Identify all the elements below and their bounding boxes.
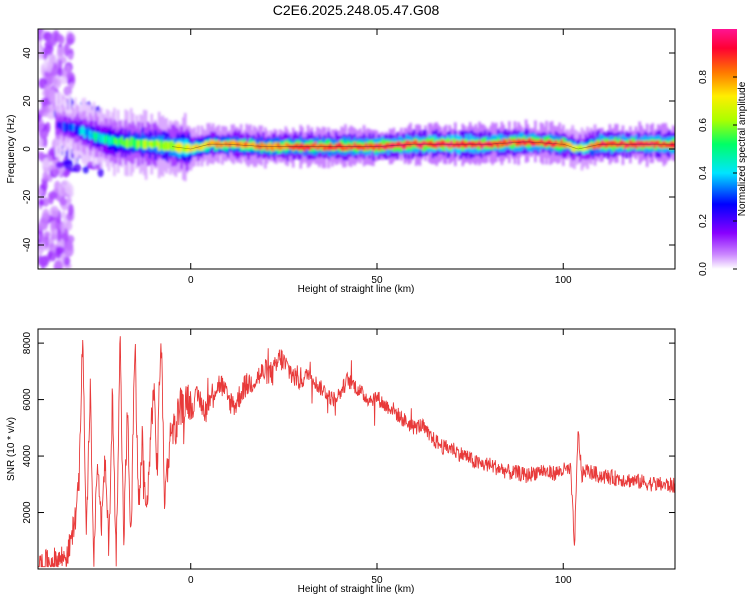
snr-y-tick-label: 4000: [22, 444, 33, 467]
spectrogram-y-axis: -40 -20 0 20 40: [22, 47, 675, 252]
colorbar-tick-label: 0.6: [698, 118, 709, 132]
snr-y-tick-label: 8000: [22, 332, 33, 355]
colorbar-tick-label: 0.0: [698, 262, 709, 276]
snr-series-line: [38, 336, 675, 568]
snr-x-axis: 0 50 100: [188, 329, 572, 586]
snr-x-tick-label: 0: [188, 575, 194, 586]
snr-line-layer: [38, 336, 675, 568]
colorbar-tick-label: 0.4: [698, 166, 709, 180]
colorbar-ticks: 0.0 0.2 0.4 0.6 0.8: [698, 70, 737, 276]
spectrogram-y-tick-label: 20: [22, 95, 33, 107]
snr-x-label: Height of straight line (km): [298, 584, 415, 595]
snr-plot-area: [38, 329, 675, 569]
figure-title: C2E6.2025.248.05.47.G08: [273, 2, 440, 18]
snr-y-tick-label: 6000: [22, 388, 33, 411]
colorbar-tick-label: 0.2: [698, 214, 709, 228]
spectrogram-y-tick-label: 40: [22, 47, 33, 59]
spectrogram-x-axis: 0 50 100: [188, 29, 572, 286]
snr-y-label: SNR (10 * v/v): [6, 417, 17, 481]
colorbar: 0.0 0.2 0.4 0.6 0.8 Normalized spectral ampl…: [698, 29, 748, 276]
spectrogram-x-tick-label: 0: [188, 275, 194, 286]
snr-x-tick-label: 100: [555, 575, 572, 586]
spectrogram-y-tick-label: -20: [22, 189, 33, 204]
colorbar-tick-label: 0.8: [698, 70, 709, 84]
snr-x-tick-label: 50: [371, 575, 383, 586]
spectrogram-panel: 0 50 100 -40 -20 0 20 40 Height of straight li…: [6, 28, 676, 295]
spectrogram-heat-layer: [38, 29, 675, 269]
spectrogram-y-tick-label: -40: [22, 237, 33, 252]
colorbar-gradient: [712, 29, 737, 269]
snr-y-tick-label: 2000: [22, 501, 33, 524]
colorbar-label: Normalized spectral amplitude: [737, 81, 748, 216]
spectrogram-y-label: Frequency (Hz): [6, 115, 17, 184]
snr-y-axis: 2000 4000 6000 8000: [22, 332, 675, 524]
snr-frame: [37, 328, 676, 570]
spectrogram-x-tick-label: 100: [555, 275, 572, 286]
spectrogram-x-tick-label: 50: [371, 275, 383, 286]
snr-panel: 0 50 100 2000 4000 6000 8000 Height of straig…: [6, 328, 676, 595]
spectrogram-ridge-line: [172, 141, 675, 150]
spectrogram-y-tick-label: 0: [22, 146, 33, 152]
spectrogram-x-label: Height of straight line (km): [298, 284, 415, 295]
